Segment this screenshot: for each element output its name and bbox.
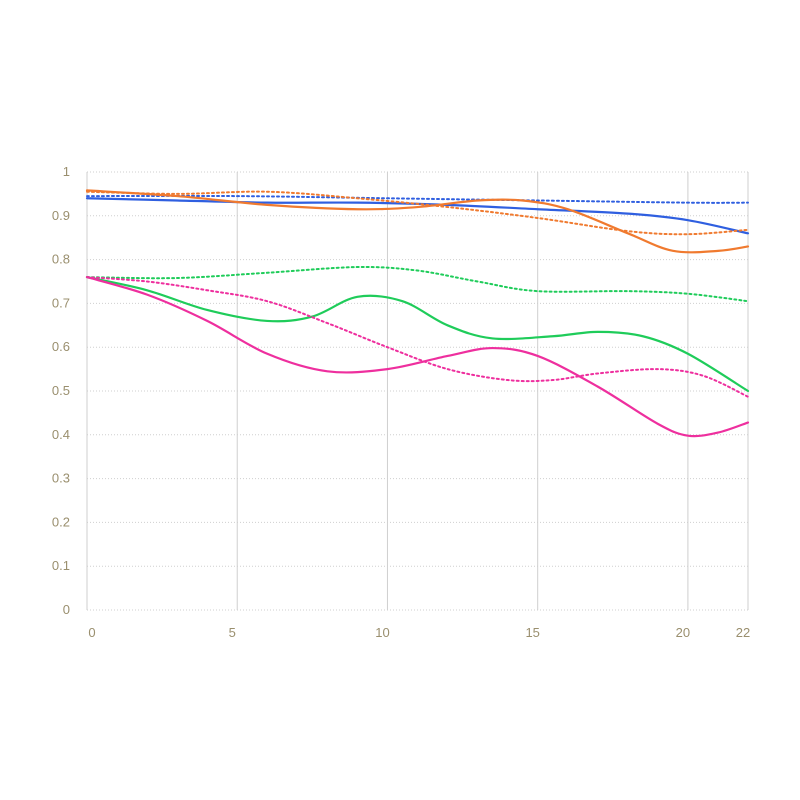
y-tick-label: 0.2 bbox=[52, 514, 70, 529]
y-tick-label: 0.6 bbox=[52, 339, 70, 354]
y-tick-label: 0.4 bbox=[52, 427, 70, 442]
series-layer bbox=[85, 189, 750, 438]
y-tick-label: 0.9 bbox=[52, 208, 70, 223]
y-tick-label: 0.8 bbox=[52, 252, 70, 267]
y-tick-label: 0.7 bbox=[52, 295, 70, 310]
y-tick-label: 0.1 bbox=[52, 558, 70, 573]
y-tick-labels: 0 0.1 0.2 0.3 0.4 0.5 0.6 0.7 0.8 0.9 1 bbox=[52, 164, 70, 617]
x-tick-label: 0 bbox=[88, 625, 95, 640]
series-line-5-solid bbox=[85, 276, 750, 393]
series-line-7-solid bbox=[85, 276, 750, 438]
series-line-3-solid bbox=[85, 189, 750, 254]
x-tick-label: 5 bbox=[229, 625, 236, 640]
grid-layer bbox=[86, 171, 749, 611]
x-tick-label: 20 bbox=[676, 625, 690, 640]
x-tick-label: 15 bbox=[525, 625, 539, 640]
x-tick-label: 22 bbox=[736, 625, 750, 640]
y-tick-label: 0.3 bbox=[52, 471, 70, 486]
y-tick-label: 0 bbox=[63, 602, 70, 617]
series-line-6-dotted bbox=[86, 265, 749, 303]
series-line-8-dotted bbox=[86, 276, 749, 398]
x-tick-labels: 0 5 10 15 20 22 bbox=[88, 625, 750, 640]
y-tick-label: 0.5 bbox=[52, 383, 70, 398]
x-tick-label: 10 bbox=[375, 625, 389, 640]
series-line-2-dotted bbox=[86, 194, 749, 204]
series-line-4-dotted bbox=[86, 190, 749, 236]
y-tick-label: 1 bbox=[63, 164, 70, 179]
